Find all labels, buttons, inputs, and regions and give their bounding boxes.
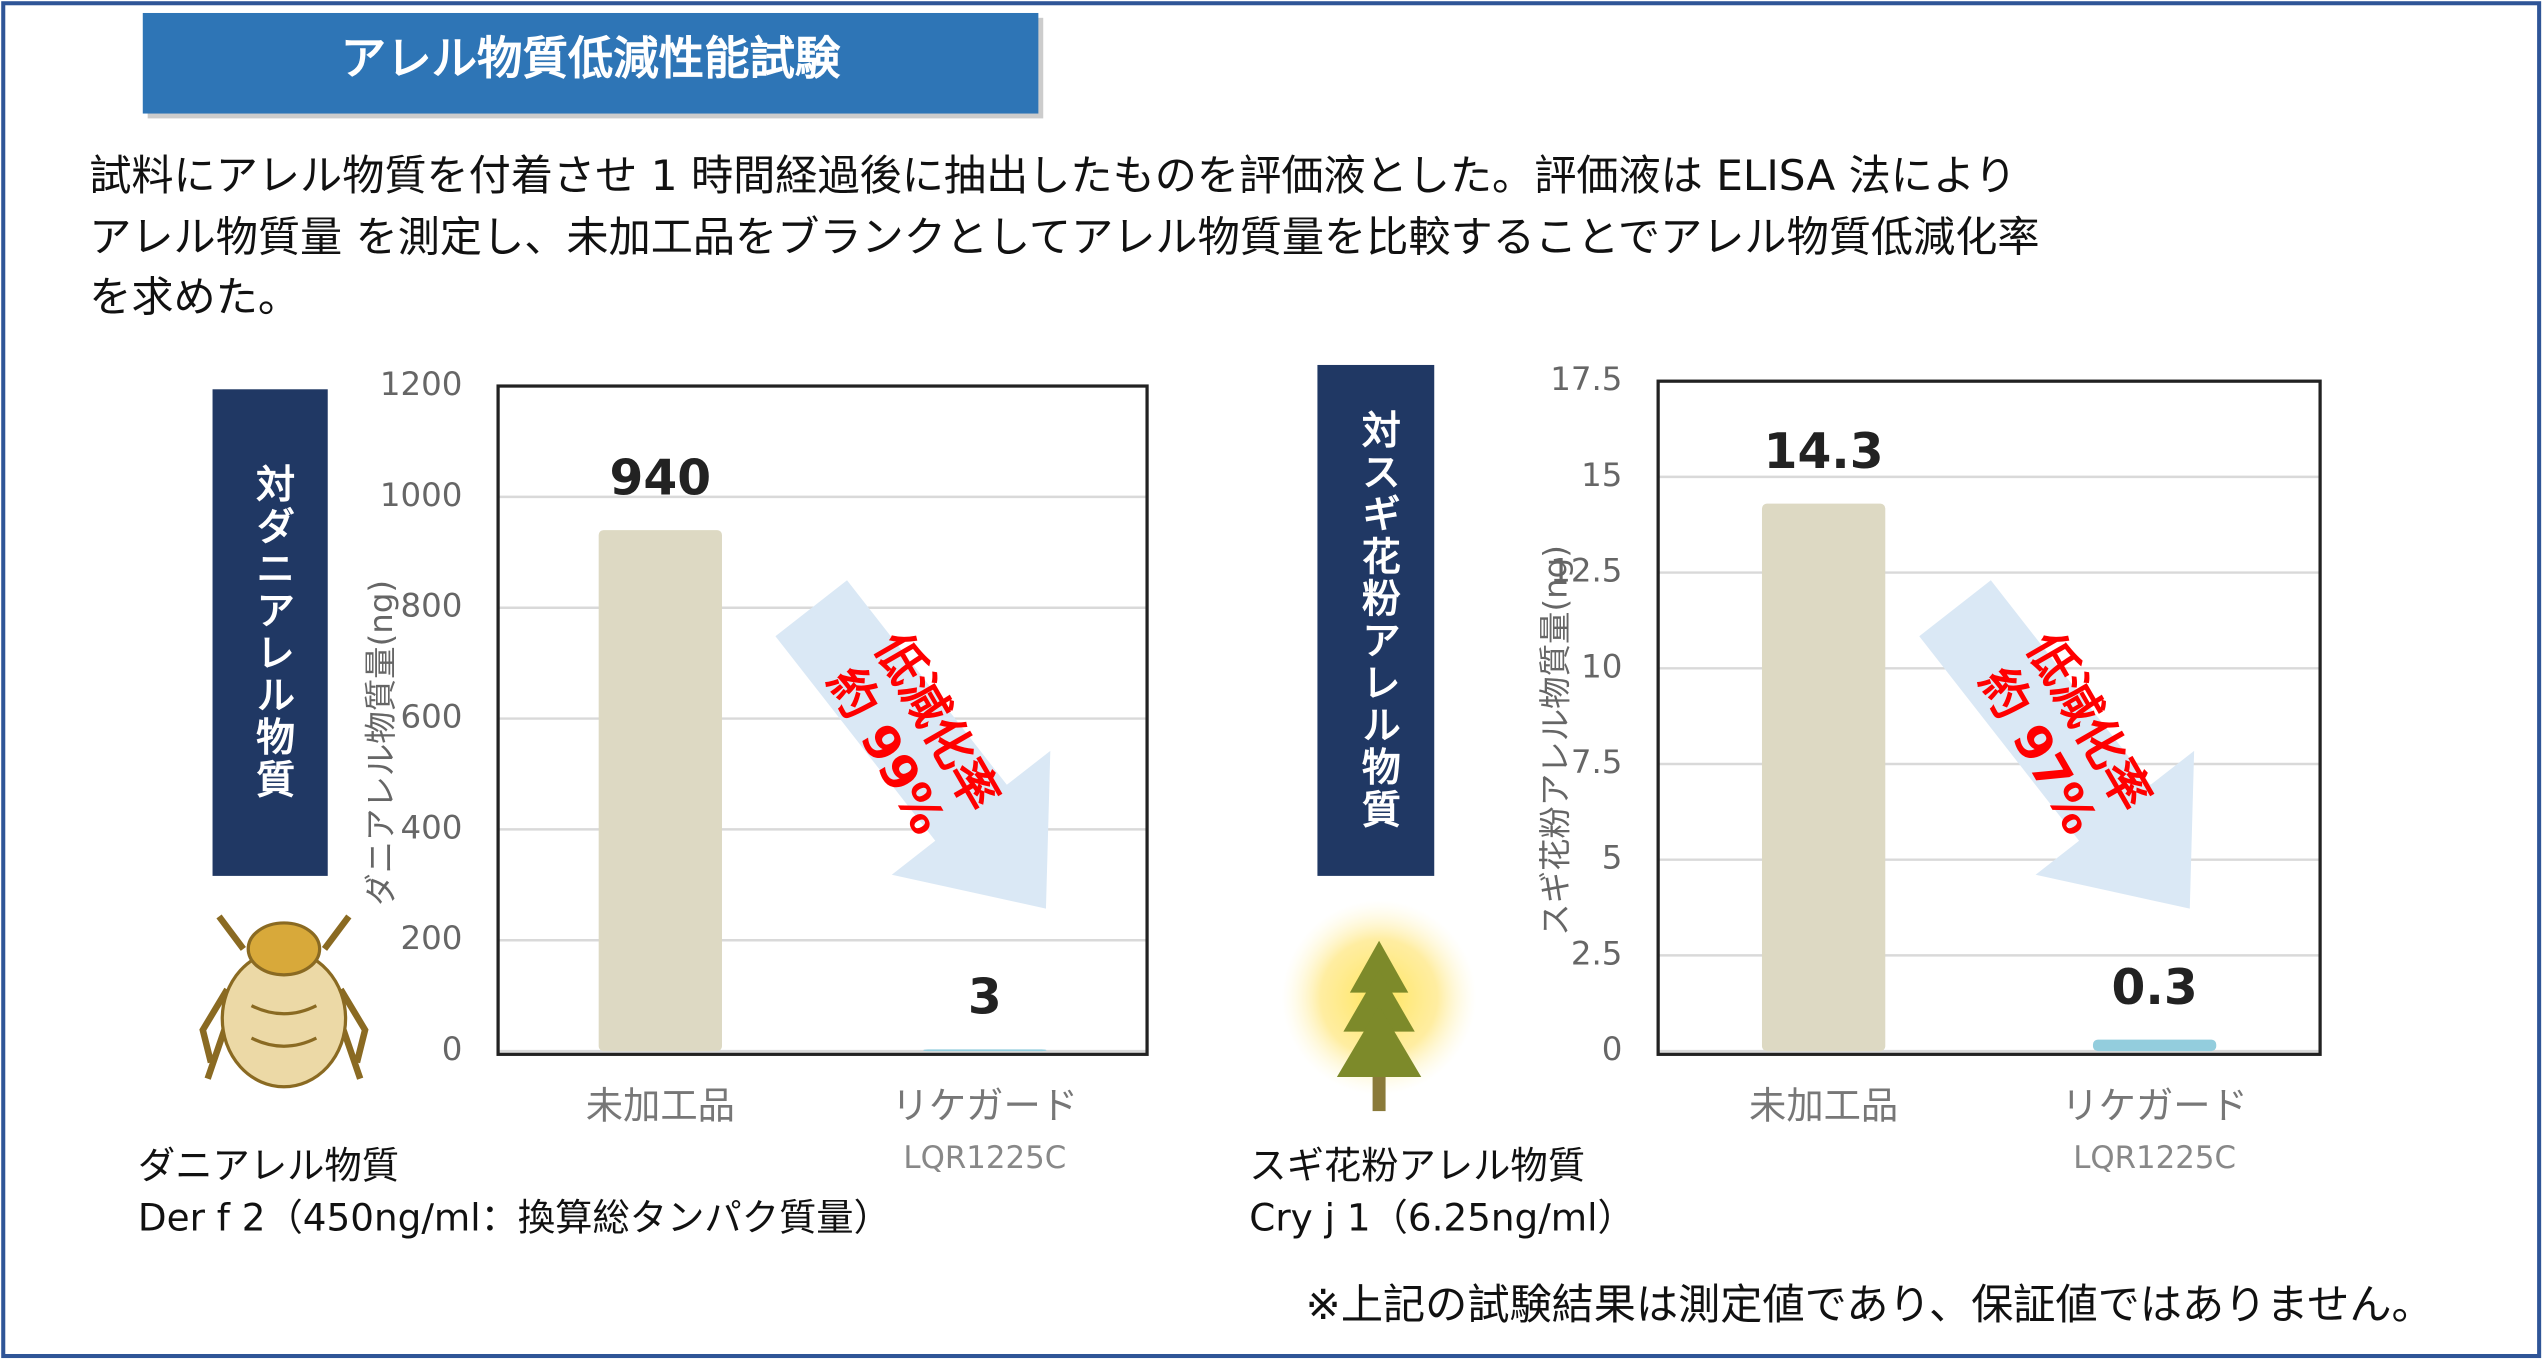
y-tick-label: 1200 <box>380 365 463 403</box>
y-tick-label: 0 <box>442 1030 463 1068</box>
bar <box>2092 1039 2217 1052</box>
y-tick-label: 15 <box>1581 456 1622 494</box>
x-tick-label: リケガード <box>2061 1083 2248 1127</box>
description-line: 試料にアレル物質を付着させ 1 時間経過後に抽出したものを評価液とした。評価液は… <box>89 151 2016 200</box>
caption: Der f 2（450ng/ml：換算総タンパク質量） <box>138 1195 891 1239</box>
x-tick-label: 未加工品 <box>586 1083 735 1127</box>
value-label: 14.3 <box>1764 424 1884 480</box>
value-label: 3 <box>968 970 1002 1026</box>
tree-icon <box>1281 900 1477 1112</box>
y-tick-label: 0 <box>1602 1030 1623 1068</box>
y-tick-label: 1000 <box>380 476 463 514</box>
arrow-shape <box>1919 580 2195 909</box>
y-tick-label: 7.5 <box>1571 743 1623 781</box>
caption: Cry j 1（6.25ng/ml） <box>1249 1195 1635 1239</box>
mite-icon <box>199 914 369 1089</box>
reduction-arrow <box>775 580 1051 909</box>
caption: ダニアレル物質 <box>138 1143 399 1187</box>
y-tick-label: 5 <box>1602 839 1623 877</box>
y-tick-label: 17.5 <box>1550 360 1622 398</box>
side-label-box <box>212 389 328 876</box>
value-label: 940 <box>610 450 712 506</box>
arrow-shape <box>775 580 1051 909</box>
value-label: 0.3 <box>2112 960 2198 1016</box>
y-tick-label: 10 <box>1581 647 1622 685</box>
y-tick-label: 800 <box>400 587 462 625</box>
plot-frame <box>1656 379 2322 1056</box>
y-tick-label: 12.5 <box>1550 552 1622 590</box>
description-line: を求めた。 <box>89 273 300 322</box>
x-tick-label: 未加工品 <box>1749 1083 1898 1127</box>
y-tick-label: 400 <box>400 808 462 846</box>
x-tick-label: リケガード <box>892 1083 1079 1127</box>
title-box <box>142 12 1039 114</box>
y-axis-label: スギ花粉アレル物質量(ng) <box>1537 545 1575 936</box>
reduction-arrow <box>1919 580 2195 909</box>
description-line: アレル物質量 を測定し、未加工品をブランクとしてアレル物質量を比較することでアレ… <box>89 213 2039 262</box>
x-tick-sublabel: LQR1225C <box>903 1140 1066 1176</box>
caption: スギ花粉アレル物質 <box>1249 1143 1585 1187</box>
y-tick-label: 200 <box>400 919 462 957</box>
side-label-box <box>1317 364 1435 876</box>
bar <box>1761 503 1886 1052</box>
y-axis-label: ダニアレル物質量(ng) <box>362 580 400 906</box>
note: ※上記の試験結果は測定値であり、保証値ではありません。 <box>1306 1280 2434 1329</box>
y-tick-label: 2.5 <box>1571 934 1623 972</box>
y-tick-label: 600 <box>400 698 462 736</box>
x-tick-sublabel: LQR1225C <box>2073 1140 2236 1176</box>
bar <box>923 1049 1047 1052</box>
bar <box>598 530 722 1052</box>
plot-frame <box>496 384 1149 1056</box>
side-label: 対スギ花粉アレル物質 <box>1355 410 1400 832</box>
title: アレル物質低減性能試験 <box>341 32 841 85</box>
side-label: 対ダニアレル物質 <box>250 464 295 801</box>
